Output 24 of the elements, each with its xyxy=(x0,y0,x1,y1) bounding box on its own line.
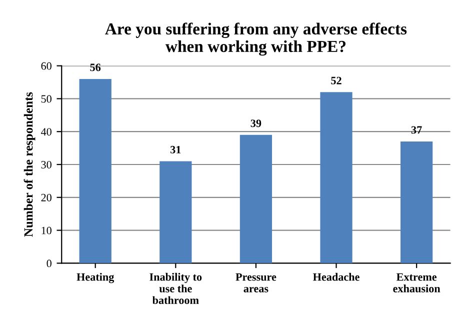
x-tick-label: Heating xyxy=(76,272,114,284)
bar xyxy=(320,92,352,264)
y-tick-label: 60 xyxy=(41,62,52,70)
y-tick-label: 10 xyxy=(42,226,52,234)
chart-title: Are you suffering from any adverse effects when working with PPE? xyxy=(105,22,407,56)
bar xyxy=(240,134,272,264)
x-tick-label: Headache xyxy=(313,272,360,281)
data-label: 52 xyxy=(331,76,342,84)
y-tick-label: 20 xyxy=(41,194,52,202)
y-axis-title: Number of the respondents xyxy=(24,92,36,237)
data-label: 39 xyxy=(250,120,262,128)
data-label: 37 xyxy=(411,126,422,134)
x-tick-label: Extreme exhausion xyxy=(393,273,440,292)
bar xyxy=(400,141,433,264)
data-label: 56 xyxy=(90,64,101,72)
y-tick-label: 50 xyxy=(41,95,52,103)
y-tick-label: 0 xyxy=(46,260,52,268)
x-tick-label: Pressure areas xyxy=(236,273,276,292)
x-tick-label: Inability to use the bathroom xyxy=(150,272,202,304)
data-label: 31 xyxy=(170,146,181,154)
bar xyxy=(160,161,192,264)
bar xyxy=(79,78,112,264)
y-tick-label: 40 xyxy=(41,128,52,136)
y-tick-label: 30 xyxy=(41,160,52,168)
